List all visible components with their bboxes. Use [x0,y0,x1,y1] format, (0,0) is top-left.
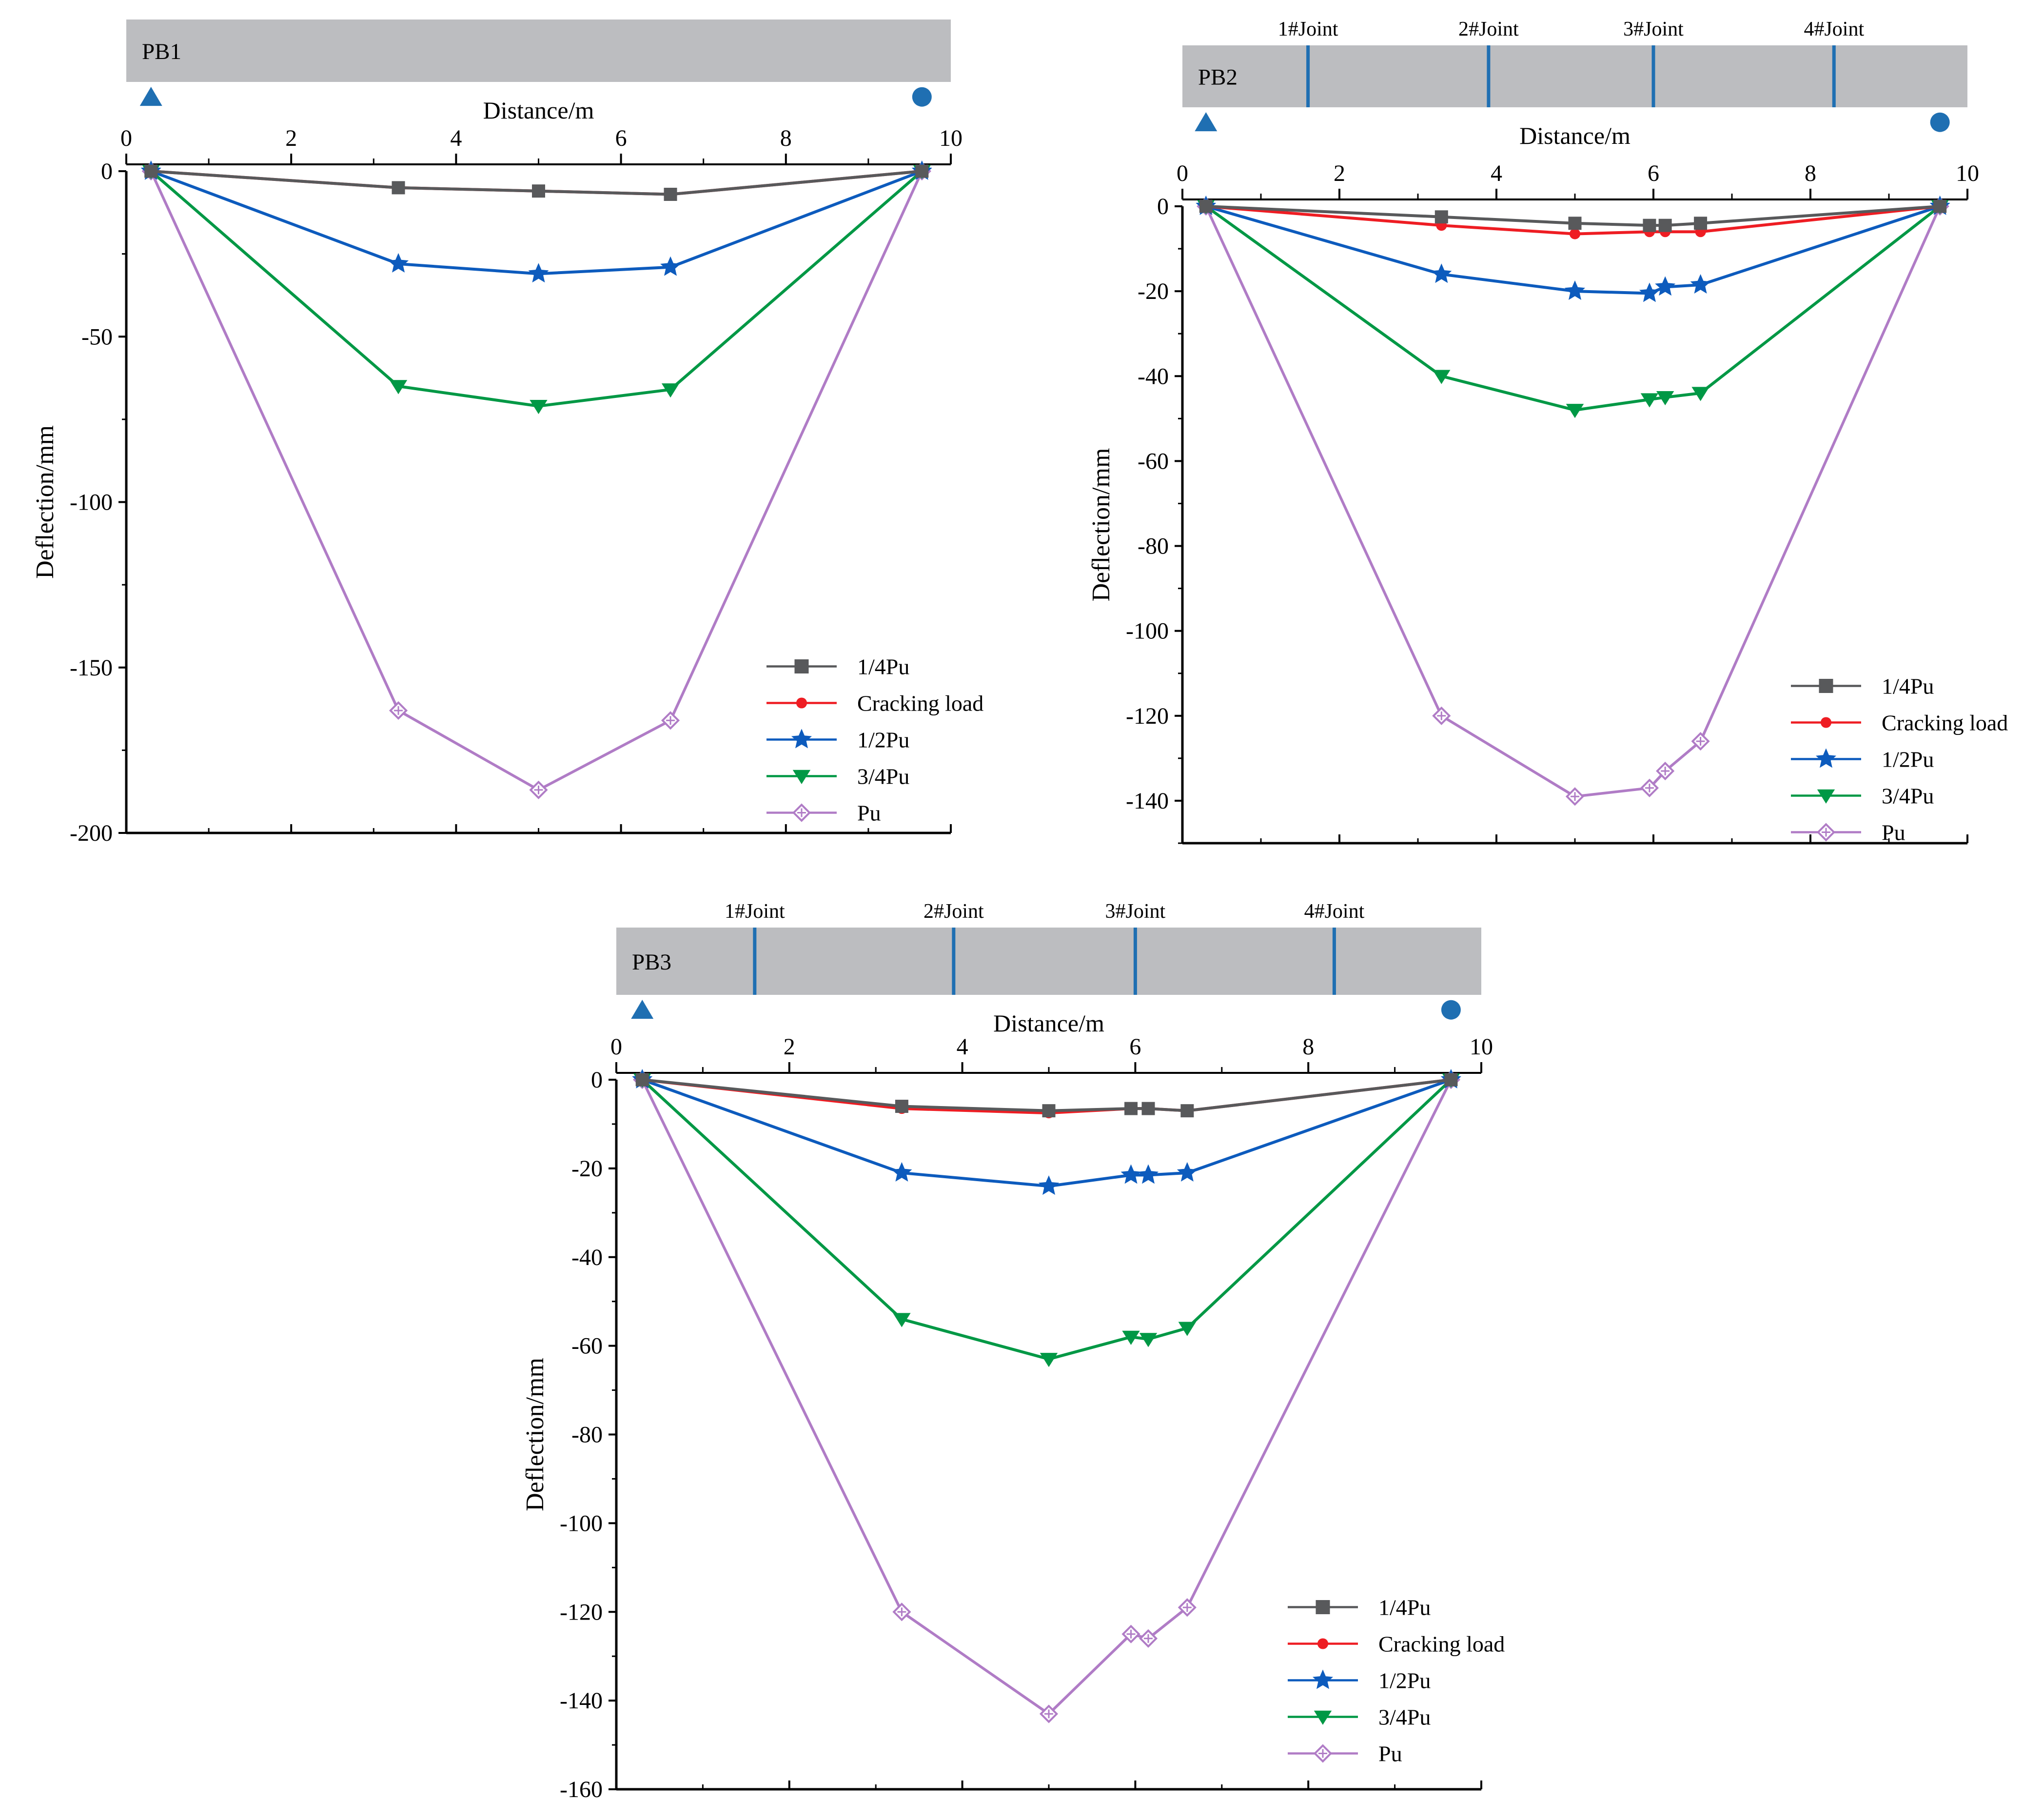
svg-text:-80: -80 [1138,534,1169,559]
svg-text:Deflection/mm: Deflection/mm [31,425,59,579]
svg-text:6: 6 [1648,160,1659,186]
svg-text:8: 8 [1805,160,1816,186]
svg-text:3#Joint: 3#Joint [1623,18,1684,40]
svg-text:-40: -40 [571,1245,603,1270]
svg-text:8: 8 [780,125,792,151]
svg-text:6: 6 [615,125,627,151]
svg-text:Distance/m: Distance/m [993,1009,1104,1037]
svg-text:Distance/m: Distance/m [1519,122,1630,149]
svg-text:-150: -150 [70,655,113,681]
svg-text:-60: -60 [571,1333,603,1359]
svg-text:4: 4 [450,125,462,151]
svg-text:1/2Pu: 1/2Pu [1378,1668,1431,1693]
svg-text:6: 6 [1129,1034,1141,1060]
svg-text:2: 2 [285,125,297,151]
svg-text:0: 0 [120,125,132,151]
svg-text:3/4Pu: 3/4Pu [1378,1705,1431,1730]
svg-text:PB1: PB1 [142,39,181,64]
svg-text:10: 10 [1470,1034,1493,1060]
svg-text:4: 4 [957,1034,968,1060]
svg-text:-200: -200 [70,820,113,846]
svg-text:Pu: Pu [857,801,881,826]
svg-text:1#Joint: 1#Joint [725,900,785,923]
svg-text:-40: -40 [1138,363,1169,389]
svg-text:PB3: PB3 [632,950,671,975]
svg-text:-60: -60 [1138,448,1169,474]
svg-text:10: 10 [1956,160,1979,186]
svg-text:-100: -100 [1126,618,1169,644]
svg-text:1/4Pu: 1/4Pu [1882,674,1934,699]
svg-text:Deflection/mm: Deflection/mm [1087,448,1115,602]
svg-text:3#Joint: 3#Joint [1105,900,1166,923]
svg-text:4: 4 [1491,160,1502,186]
svg-text:1#Joint: 1#Joint [1278,18,1338,40]
svg-text:0: 0 [610,1034,622,1060]
svg-text:Pu: Pu [1378,1741,1402,1766]
svg-text:Distance/m: Distance/m [483,97,594,124]
svg-text:1/4Pu: 1/4Pu [857,654,909,679]
svg-text:4#Joint: 4#Joint [1804,18,1864,40]
svg-text:-50: -50 [81,324,113,350]
svg-text:-80: -80 [571,1422,603,1448]
svg-text:0: 0 [591,1067,603,1093]
svg-text:2#Joint: 2#Joint [1458,18,1519,40]
svg-text:Cracking load: Cracking load [857,691,983,716]
svg-text:0: 0 [101,158,113,184]
svg-text:-140: -140 [1126,788,1169,814]
svg-text:8: 8 [1302,1034,1314,1060]
svg-text:-140: -140 [560,1688,603,1714]
svg-text:Cracking load: Cracking load [1378,1632,1505,1657]
svg-text:0: 0 [1177,160,1188,186]
svg-text:10: 10 [939,125,963,151]
svg-text:PB2: PB2 [1198,65,1238,90]
svg-text:2: 2 [784,1034,795,1060]
svg-text:-160: -160 [560,1777,603,1802]
svg-text:0: 0 [1157,194,1169,219]
svg-text:-20: -20 [1138,278,1169,304]
svg-text:-20: -20 [571,1156,603,1182]
svg-text:4#Joint: 4#Joint [1304,900,1365,923]
svg-text:Pu: Pu [1882,820,1905,845]
svg-text:1/4Pu: 1/4Pu [1378,1595,1431,1620]
svg-text:Deflection/mm: Deflection/mm [521,1358,549,1511]
svg-text:-100: -100 [70,490,113,515]
svg-text:3/4Pu: 3/4Pu [1882,784,1934,809]
svg-text:-100: -100 [560,1510,603,1536]
svg-text:Cracking load: Cracking load [1882,711,2008,735]
svg-text:2#Joint: 2#Joint [923,900,984,923]
svg-text:-120: -120 [1126,703,1169,729]
svg-text:2: 2 [1334,160,1345,186]
svg-text:1/2Pu: 1/2Pu [1882,747,1934,772]
svg-text:-120: -120 [560,1599,603,1625]
svg-text:1/2Pu: 1/2Pu [857,728,909,752]
svg-text:3/4Pu: 3/4Pu [857,764,909,789]
